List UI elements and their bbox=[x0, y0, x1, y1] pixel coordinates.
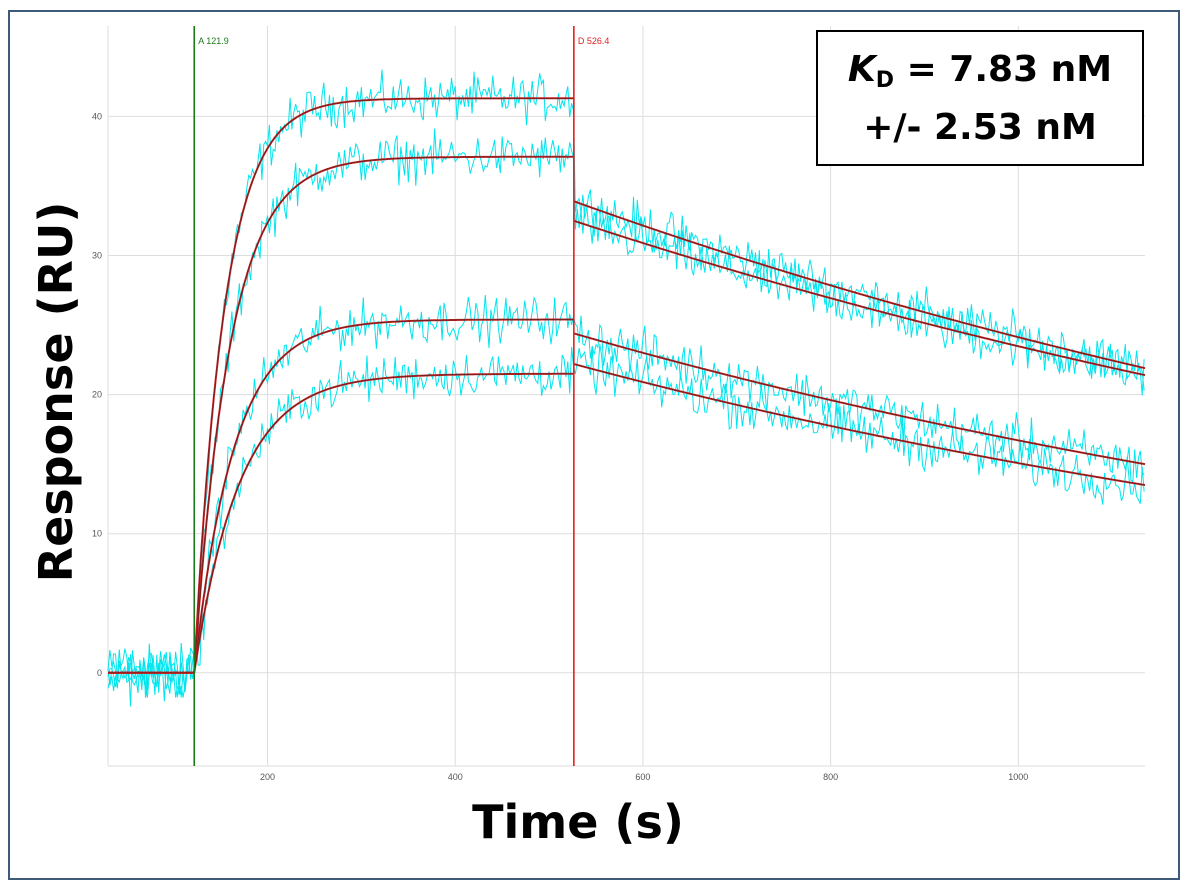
kd-error: +/- 2.53 nM bbox=[863, 107, 1097, 148]
fit-curve-2 bbox=[108, 155, 1146, 674]
fit-curve-core-1 bbox=[108, 97, 1146, 674]
y-tick-label: 20 bbox=[92, 390, 102, 400]
kd-subscript: D bbox=[875, 68, 895, 93]
y-axis-title: Response (RU) bbox=[29, 202, 83, 583]
kd-annotation-box: KD = 7.83 nM +/- 2.53 nM bbox=[816, 30, 1144, 166]
kd-error-line: +/- 2.53 nM bbox=[818, 104, 1142, 152]
fit-curve-core-2 bbox=[108, 156, 1146, 674]
raw-trace-3 bbox=[107, 294, 1145, 707]
fit-curve-4 bbox=[108, 363, 1146, 674]
raw-trace-2 bbox=[107, 128, 1145, 702]
injection-markers: A 121.9 D 526.4 bbox=[193, 26, 610, 766]
y-tick-label: 10 bbox=[92, 529, 102, 539]
x-axis-title: Time (s) bbox=[472, 795, 684, 849]
x-tick-label: 600 bbox=[635, 772, 650, 782]
fit-curves bbox=[108, 97, 1146, 674]
kd-value-line: KD = 7.83 nM bbox=[818, 46, 1142, 105]
y-tick-label: 40 bbox=[92, 111, 102, 121]
x-tick-label: 800 bbox=[823, 772, 838, 782]
fit-curve-core-4 bbox=[108, 363, 1146, 674]
y-tick-label: 0 bbox=[97, 668, 102, 678]
raw-trace-4 bbox=[107, 344, 1145, 698]
association-marker-label: A 121.9 bbox=[198, 36, 229, 46]
kd-value: = 7.83 nM bbox=[906, 49, 1113, 90]
x-tick-label: 400 bbox=[448, 772, 463, 782]
fit-curve-1 bbox=[108, 97, 1146, 674]
x-tick-label: 1000 bbox=[1008, 772, 1028, 782]
raw-trace-1 bbox=[107, 69, 1145, 698]
y-tick-label: 30 bbox=[92, 251, 102, 261]
kd-symbol: K bbox=[847, 49, 876, 90]
dissociation-marker-label: D 526.4 bbox=[578, 36, 610, 46]
x-tick-label: 200 bbox=[260, 772, 275, 782]
tick-labels: 200 400 600 800 1000 0 10 20 30 40 bbox=[92, 111, 1028, 782]
figure-frame bbox=[8, 10, 1180, 880]
